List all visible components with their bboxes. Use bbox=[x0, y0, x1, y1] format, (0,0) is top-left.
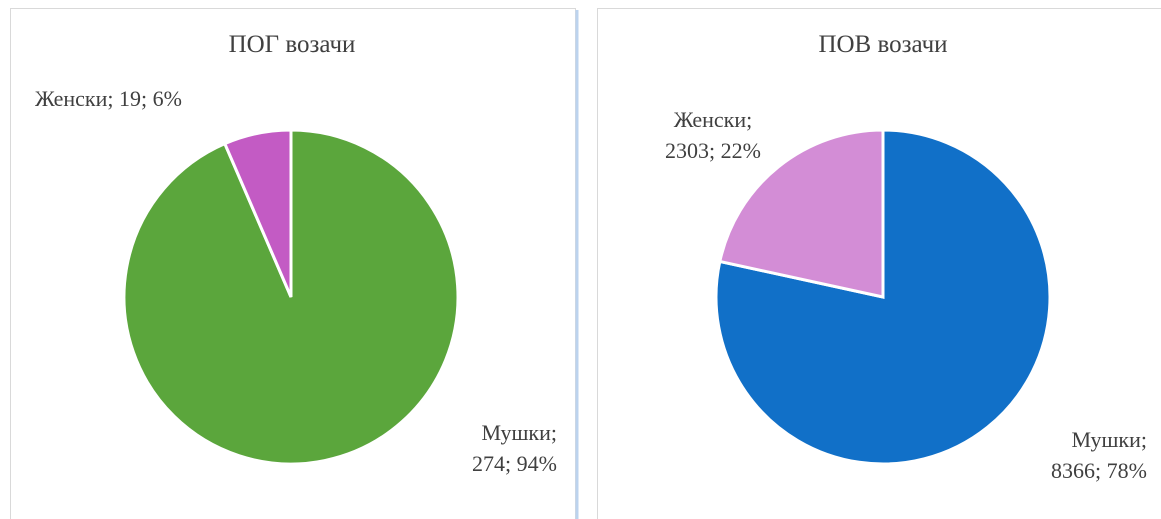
pie-slice bbox=[718, 128, 885, 299]
data-label: Мушки; bbox=[1071, 427, 1147, 452]
pie-slice bbox=[222, 128, 293, 298]
chart-title: ПОГ возачи bbox=[229, 31, 356, 58]
data-label: Женски; 19; 6% bbox=[35, 86, 182, 111]
data-label: Женски; bbox=[674, 107, 752, 132]
data-label: 8366; 78% bbox=[1051, 458, 1147, 483]
chart-title: ПОВ возачи bbox=[818, 31, 947, 58]
data-label: 274; 94% bbox=[472, 451, 557, 476]
data-label: Мушки; bbox=[481, 420, 557, 445]
data-label: 2303; 22% bbox=[665, 138, 761, 163]
